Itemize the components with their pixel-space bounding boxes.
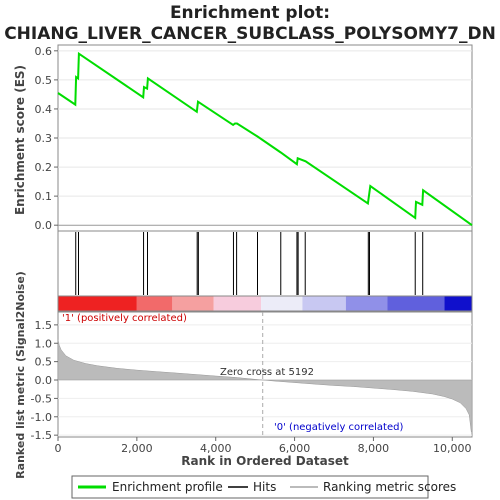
chart-title-line1: Enrichment plot:: [170, 3, 330, 23]
hits-frame: [57, 230, 473, 297]
hits-panel: [57, 230, 473, 297]
ranking-metric-area: [57, 339, 473, 434]
metric-panel: -1.5 -1.0 -0.5 0.0 0.5 1.0 1.5 0 2,000 4,000 6,00…: [14, 271, 473, 479]
metric-ytick-label: 1.0: [35, 337, 53, 350]
enrichment-profile-line: [57, 51, 473, 227]
es-ytick-label: 0.3: [35, 132, 53, 145]
colorbar-segment: [387, 296, 445, 311]
es-ytick-label: 0.4: [35, 103, 53, 116]
metric-xtick-label: 10,000: [433, 442, 472, 455]
metric-ytick-label: 0.5: [35, 356, 53, 369]
positive-correlation-label: '1' (positively correlated): [62, 313, 187, 324]
colorbar-segment: [444, 296, 472, 311]
colorbar-frame: [57, 295, 473, 312]
es-ytick-label: 0.0: [35, 219, 53, 232]
es-ytick-label: 0.2: [35, 161, 53, 174]
legend: Enrichment profile Hits Ranking metric s…: [71, 475, 456, 499]
colorbar-segment: [261, 296, 303, 311]
rank-colorbar: [57, 295, 473, 312]
legend-hits-label: Hits: [253, 480, 276, 494]
metric-ytick-label: 1.5: [35, 319, 53, 332]
metric-ytick-label: -1.0: [31, 411, 52, 424]
es-panel: 0.0 0.1 0.2 0.3 0.4 0.5 0.6 Enrichment score (…: [13, 44, 473, 232]
metric-xtick-label: 0: [55, 442, 62, 455]
metric-ytick-label: -0.5: [31, 392, 52, 405]
legend-metric-label: Ranking metric scores: [323, 480, 456, 494]
colorbar-segment: [172, 296, 214, 311]
legend-box: [71, 475, 429, 499]
es-ytick-label: 0.5: [35, 74, 53, 87]
metric-xtick-label: 2,000: [121, 442, 153, 455]
legend-enrichment-label: Enrichment profile: [112, 480, 223, 494]
colorbar-segment: [58, 296, 137, 311]
es-ytick-label: 0.1: [35, 190, 53, 203]
chart-title-line2: CHIANG_LIVER_CANCER_SUBCLASS_POLYSOMY7_D…: [4, 24, 496, 44]
colorbar-segment: [213, 296, 262, 311]
metric-xtick-label: 4,000: [200, 442, 232, 455]
es-ytick-label: 0.6: [35, 45, 53, 58]
es-ylabel: Enrichment score (ES): [13, 65, 27, 215]
metric-xlabel: Rank in Ordered Dataset: [181, 454, 349, 468]
metric-ytick-label: -1.5: [31, 429, 52, 442]
colorbar-segment: [345, 296, 388, 311]
colorbar-segment: [136, 296, 173, 311]
negative-correlation-label: '0' (negatively correlated): [274, 422, 403, 433]
zero-cross-label: Zero cross at 5192: [220, 367, 314, 378]
metric-xtick-label: 8,000: [358, 442, 390, 455]
colorbar-segment: [302, 296, 346, 311]
metric-ytick-label: 0.0: [35, 374, 53, 387]
metric-ylabel: Ranked list metric (Signal2Noise): [14, 271, 27, 479]
metric-xtick-label: 6,000: [279, 442, 311, 455]
